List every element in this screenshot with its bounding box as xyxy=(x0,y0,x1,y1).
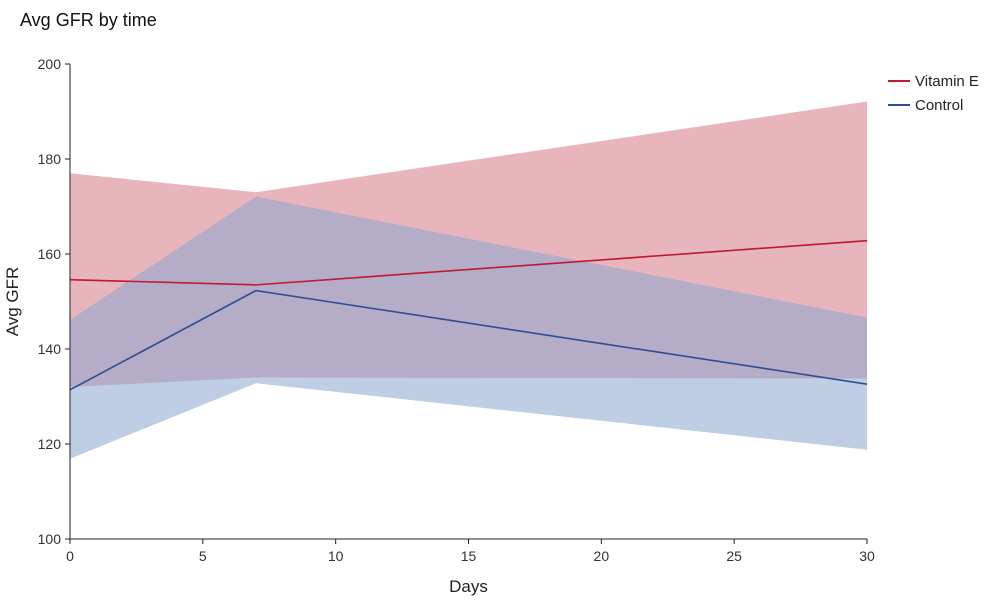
x-tick-label: 15 xyxy=(461,548,477,564)
x-tick-label: 20 xyxy=(594,548,610,564)
series-lines xyxy=(69,239,868,391)
y-tick-label: 200 xyxy=(38,56,62,72)
confidence-band-control xyxy=(70,196,867,459)
x-axis-title: Days xyxy=(449,577,488,596)
y-tick-label: 140 xyxy=(38,341,62,357)
legend: Vitamin E Control xyxy=(888,73,979,114)
y-tick-label: 180 xyxy=(38,151,62,167)
y-tick-label: 160 xyxy=(38,246,62,262)
x-tick-label: 10 xyxy=(328,548,344,564)
y-tick-label: 120 xyxy=(38,436,62,452)
chart-title: Avg GFR by time xyxy=(20,10,157,30)
legend-label-vitamin-e: Vitamin E xyxy=(915,73,979,90)
confidence-bands xyxy=(70,101,867,459)
x-axis-ticks: 0 5 10 15 20 25 30 xyxy=(66,539,875,564)
x-tick-label: 25 xyxy=(726,548,742,564)
y-axis-ticks: 100 120 140 160 180 200 xyxy=(38,56,70,547)
legend-label-control: Control xyxy=(915,97,963,114)
y-axis-title: Avg GFR xyxy=(3,267,22,337)
x-tick-label: 30 xyxy=(859,548,875,564)
y-tick-label: 100 xyxy=(38,531,62,547)
series-line-control xyxy=(69,289,868,391)
x-tick-label: 5 xyxy=(199,548,207,564)
x-tick-label: 0 xyxy=(66,548,74,564)
series-line-vitamin-e xyxy=(69,239,868,286)
